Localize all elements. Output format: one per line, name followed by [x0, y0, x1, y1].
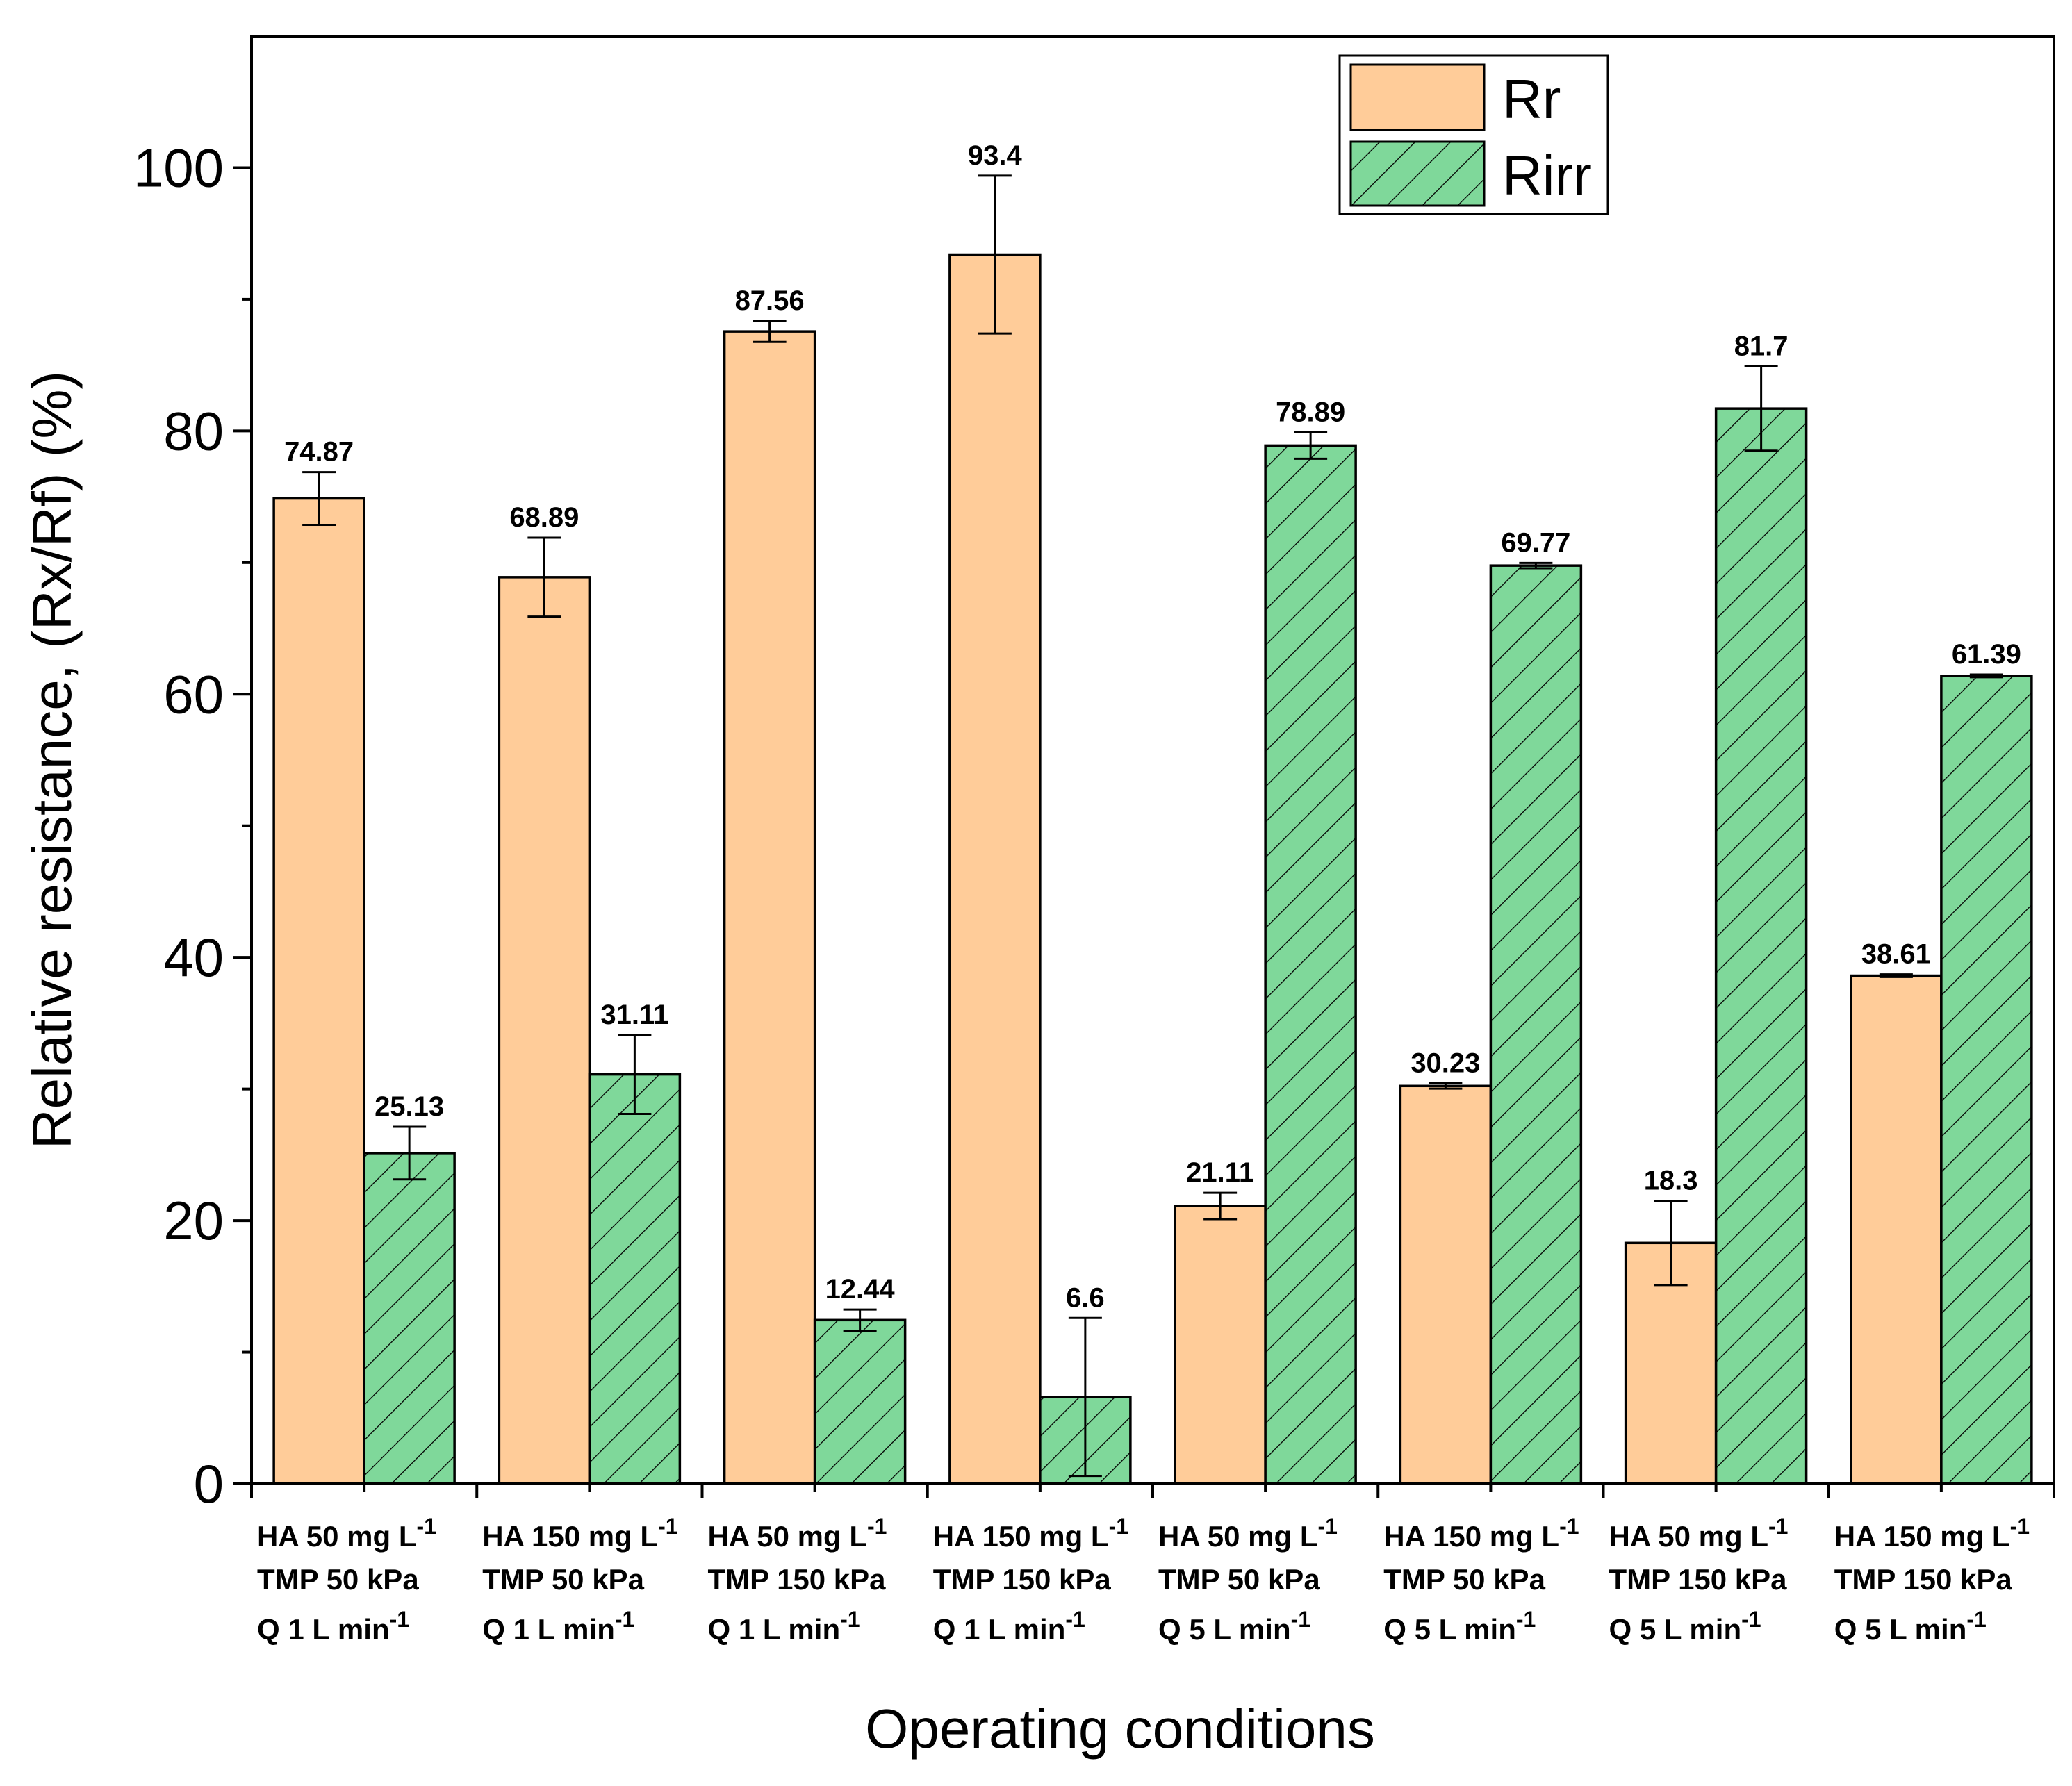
x-category-label: Q 1 L min-1 — [257, 1607, 409, 1646]
data-label: 61.39 — [1952, 639, 2021, 670]
legend-label-rirr: Rirr — [1502, 144, 1592, 206]
x-category-label: HA 150 mg L-1 — [1834, 1514, 2030, 1553]
y-axis-label: Relative resistance, (Rx/Rf) (%) — [21, 371, 83, 1149]
x-category-label: Q 1 L min-1 — [482, 1607, 634, 1646]
bar-hatch — [1941, 675, 2032, 1485]
data-label: 31.11 — [600, 1000, 668, 1030]
x-category-label: HA 50 mg L-1 — [257, 1514, 436, 1553]
data-label: 18.3 — [1644, 1166, 1698, 1196]
legend-swatch-rr — [1349, 63, 1486, 131]
bar-hatch — [1490, 565, 1581, 1484]
data-label: 38.61 — [1861, 939, 1931, 970]
y-tick-label: 20 — [163, 1190, 224, 1251]
bar-rr — [1850, 975, 1941, 1484]
bar-hatch — [814, 1320, 905, 1484]
data-label: 68.89 — [509, 502, 579, 533]
y-tick-label: 0 — [194, 1453, 224, 1514]
bar-rr — [724, 331, 815, 1484]
bar-rr — [1400, 1086, 1491, 1484]
x-category-label: Q 1 L min-1 — [933, 1607, 1085, 1646]
y-tick-label: 100 — [133, 137, 224, 198]
x-category-label: TMP 150 kPa — [708, 1563, 887, 1596]
bar-hatch — [589, 1074, 680, 1484]
x-category-label: TMP 50 kPa — [1383, 1563, 1545, 1596]
y-tick-label: 60 — [163, 663, 224, 725]
x-category-label: HA 150 mg L-1 — [933, 1514, 1128, 1553]
x-category-label: TMP 50 kPa — [257, 1563, 419, 1596]
legend-swatch-rirr — [1349, 140, 1486, 207]
legend-label-rr: Rr — [1502, 68, 1561, 130]
x-category-label: TMP 150 kPa — [933, 1563, 1112, 1596]
y-tick-label: 80 — [163, 400, 224, 461]
data-label: 93.4 — [968, 140, 1023, 171]
x-category-label: Q 5 L min-1 — [1383, 1607, 1536, 1646]
data-label: 81.7 — [1734, 331, 1789, 362]
y-axis-title: Relative resistance, (Rx/Rf) (%) — [21, 371, 83, 1149]
x-category-label: TMP 150 kPa — [1834, 1563, 2013, 1596]
x-category-label: Q 1 L min-1 — [708, 1607, 860, 1646]
bar-hatch — [1265, 445, 1356, 1484]
bar-rr — [949, 254, 1040, 1485]
data-label: 69.77 — [1501, 527, 1570, 558]
data-label: 30.23 — [1411, 1048, 1480, 1078]
legend: Rr Rirr — [1338, 54, 1609, 215]
data-label: 12.44 — [825, 1274, 896, 1305]
x-category-label: Q 5 L min-1 — [1834, 1607, 1987, 1646]
data-label: 87.56 — [735, 286, 805, 316]
x-category-label: HA 150 mg L-1 — [1383, 1514, 1579, 1553]
data-label: 21.11 — [1186, 1157, 1254, 1188]
x-category-label: HA 150 mg L-1 — [482, 1514, 677, 1553]
x-axis-label: Operating conditions — [865, 1698, 1375, 1760]
bar-hatch — [1716, 408, 1807, 1484]
bar-rr — [1175, 1206, 1266, 1484]
data-label: 6.6 — [1066, 1282, 1105, 1313]
data-label: 78.89 — [1276, 397, 1345, 427]
x-category-label: HA 50 mg L-1 — [708, 1514, 887, 1553]
x-category-label: Q 5 L min-1 — [1609, 1607, 1761, 1646]
bar-hatch — [364, 1152, 455, 1484]
plot-frame — [250, 35, 2055, 1485]
x-category-label: Q 5 L min-1 — [1158, 1607, 1310, 1646]
x-category-label: TMP 150 kPa — [1609, 1563, 1788, 1596]
x-category-label: HA 50 mg L-1 — [1609, 1514, 1789, 1553]
y-tick-label: 40 — [163, 927, 224, 988]
data-label: 25.13 — [375, 1091, 444, 1122]
x-category-label: TMP 50 kPa — [1158, 1563, 1320, 1596]
data-label: 74.87 — [284, 437, 354, 468]
x-category-label: TMP 50 kPa — [482, 1563, 644, 1596]
bar-rr — [499, 577, 590, 1484]
bar-rr — [274, 498, 365, 1484]
x-category-label: HA 50 mg L-1 — [1158, 1514, 1338, 1553]
